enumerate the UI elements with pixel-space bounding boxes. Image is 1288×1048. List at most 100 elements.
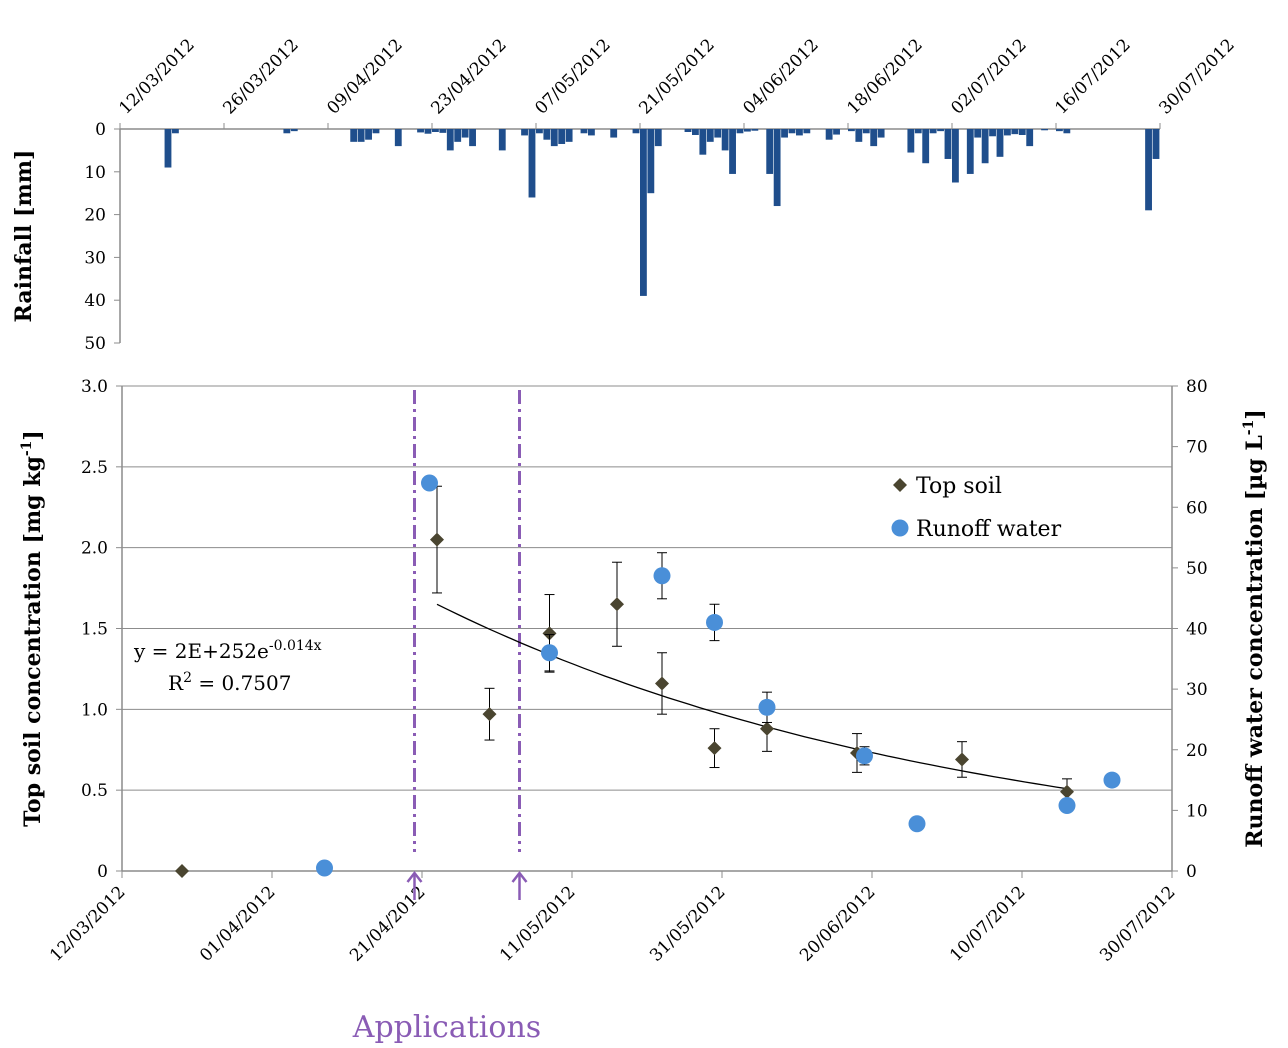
conc-y-tick-label: 2.5 — [81, 458, 108, 478]
rain-bar — [164, 129, 172, 168]
top-soil-point — [760, 721, 774, 736]
applications-label: Applications — [352, 1010, 541, 1045]
rain-y-tick-label: 30 — [84, 248, 106, 268]
axis-title-text: ] — [20, 430, 46, 440]
rain-x-tick-label: 16/07/2012 — [1051, 35, 1134, 118]
rain-bar — [1026, 129, 1034, 147]
top-soil-point — [655, 676, 669, 691]
rain-x-tick-label: 23/04/2012 — [427, 35, 510, 118]
axis-title-text: Runoff water concentration [µg L — [1242, 435, 1268, 848]
conc-y-tick-label: 2.0 — [81, 539, 108, 559]
rain-bar — [996, 129, 1004, 157]
rain-bar — [922, 129, 930, 164]
conc-x-tick-label: 12/03/2012 — [46, 882, 129, 965]
rain-bar — [974, 129, 982, 138]
rainfall-chart: 0 10 20 30 40 50 12/03/2012 26/03/2012 09/04/201… — [11, 35, 1239, 354]
rain-bar — [714, 129, 722, 138]
trend-r-value: = 0.7507 — [192, 671, 291, 695]
conc-y2-tick-label: 10 — [1186, 801, 1208, 821]
rain-y-tick-label: 10 — [84, 163, 106, 183]
conc-y2-axis-title: Runoff water concentration [µg L-1] — [1241, 409, 1268, 848]
top-soil-point — [707, 741, 722, 756]
rain-bar — [357, 129, 365, 142]
rain-bar — [417, 129, 424, 133]
axis-title-text: ] — [1242, 409, 1268, 419]
conc-y2-tick-label: 70 — [1186, 438, 1208, 458]
rain-x-tick-label: 04/06/2012 — [739, 35, 822, 118]
conc-x-tick-label: 20/06/2012 — [796, 882, 879, 965]
conc-x-tick-label: 21/04/2012 — [346, 882, 429, 965]
legend-runoff-label: Runoff water — [916, 517, 1062, 542]
rain-x-tick-label: 26/03/2012 — [219, 35, 302, 118]
rain-y-tick-label: 20 — [84, 206, 106, 226]
rain-bar — [588, 129, 595, 136]
rain-bar — [632, 129, 640, 134]
conc-x-tick-label: 01/04/2012 — [196, 882, 279, 965]
runoff-point — [1103, 771, 1121, 789]
rain-y-tick-label: 50 — [84, 334, 106, 354]
top-soil-point — [955, 752, 969, 767]
rain-bar — [855, 129, 863, 142]
rain-bar — [684, 129, 692, 132]
rain-bar — [766, 129, 774, 174]
application-arrow-icon — [511, 870, 528, 883]
rain-bar — [290, 129, 298, 132]
rain-bar — [1041, 129, 1048, 131]
runoff-point — [316, 859, 333, 877]
rain-y-tick-label: 40 — [84, 291, 106, 311]
conc-y-tick-label: 1.0 — [81, 700, 108, 720]
runoff-point — [653, 567, 671, 585]
top-soil-point — [430, 532, 444, 547]
rain-x-tick-label: 09/04/2012 — [323, 35, 406, 118]
legend-top-soil-label: Top soil — [916, 474, 1002, 499]
rain-y-axis-title: Rainfall [mm] — [11, 150, 37, 323]
rain-bar — [914, 129, 922, 134]
top-soil-point — [1060, 784, 1074, 799]
rain-bar — [372, 129, 380, 134]
rain-bar — [744, 129, 751, 132]
rain-bar — [751, 129, 759, 131]
rain-bar — [1063, 129, 1071, 134]
rain-bar — [692, 129, 699, 135]
rain-bar — [1018, 129, 1026, 135]
rain-x-tick-label: 12/03/2012 — [115, 35, 198, 118]
trend-equation-text: y = 2E+252e — [133, 639, 269, 663]
trend-r-sup: 2 — [183, 670, 192, 686]
rain-bar — [1152, 129, 1160, 159]
trend-equation-exponent: -0.014x — [269, 638, 322, 654]
trend-r-squared: R2 = 0.7507 — [168, 670, 291, 695]
rain-bar — [610, 129, 618, 138]
rain-bar — [580, 129, 588, 134]
rain-bar — [432, 129, 439, 132]
rain-bar — [654, 129, 662, 147]
rain-bar — [647, 129, 655, 194]
runoff-point — [706, 613, 723, 631]
runoff-point — [856, 747, 873, 765]
conc-y-tick-label: 3.0 — [81, 377, 108, 397]
concentration-chart: 0 0.5 1.0 1.5 2.0 2.5 3.0 0 10 20 30 40 50 60 70 80 12/0… — [19, 377, 1268, 1045]
rain-bar — [803, 129, 811, 134]
top-soil-point — [542, 626, 557, 641]
conc-x-tick-label: 11/05/2012 — [496, 882, 579, 965]
rain-bar — [536, 129, 543, 134]
rain-bar — [543, 129, 551, 140]
rain-x-tick-label: 02/07/2012 — [947, 35, 1030, 118]
rain-bar — [283, 129, 291, 134]
top-soil-point — [482, 707, 497, 722]
rain-bar — [439, 129, 447, 133]
legend-runoff-marker — [891, 519, 909, 537]
rain-bar — [461, 129, 469, 138]
rain-bar — [558, 129, 566, 144]
runoff-point — [908, 815, 926, 833]
conc-y2-tick-label: 20 — [1186, 741, 1208, 761]
legend: Top soil Runoff water — [891, 474, 1062, 542]
rain-bar — [498, 129, 506, 151]
rain-bar — [952, 129, 959, 183]
conc-y2-tick-label: 0 — [1186, 862, 1197, 882]
trend-line — [436, 603, 1068, 790]
rain-bar — [848, 129, 855, 132]
conc-y2-tick-label: 40 — [1186, 620, 1208, 640]
rain-bar — [394, 129, 402, 147]
runoff-point — [758, 698, 776, 716]
